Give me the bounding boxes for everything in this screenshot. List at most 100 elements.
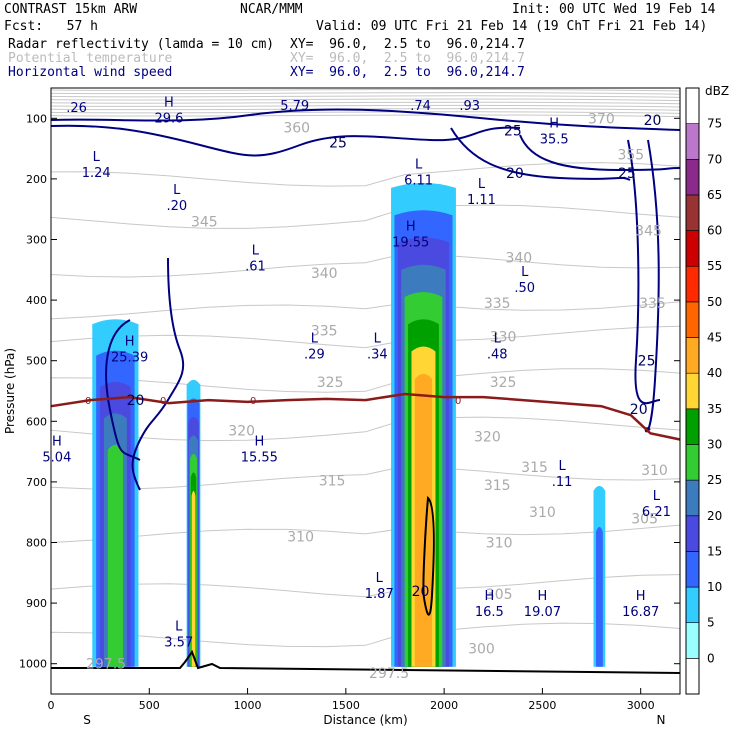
x-tick-label: 1000: [234, 699, 262, 712]
reflectivity-cell-2-band: [191, 490, 196, 667]
colorbar-swatch: [685, 551, 700, 588]
colorbar-swatch: [685, 194, 700, 231]
extremum-type: L: [311, 332, 319, 347]
colorbar-swatch: [685, 123, 700, 160]
colorbar-tick-label: 0: [707, 651, 715, 665]
y-tick-label: 600: [26, 415, 47, 428]
wind-contour-label: 20: [644, 113, 662, 129]
theta-contour-label: 310: [641, 463, 668, 479]
x-axis-title: Distance (km): [323, 713, 407, 727]
theta-contour-label: 297.5: [369, 666, 409, 682]
extremum-value: 6.21: [642, 505, 671, 520]
freezing-level-label: 0: [85, 396, 91, 407]
colorbar-tick-label: 55: [707, 259, 722, 273]
extremum-value: 35.5: [540, 132, 569, 147]
extremum-type: L: [494, 332, 502, 347]
theta-contour-label: 360: [283, 120, 310, 136]
theta-contour-label: 300: [468, 642, 495, 658]
wind-isotach: [50, 108, 681, 131]
wind-contour-label: 25: [618, 166, 636, 182]
colorbar-tick-label: 60: [707, 224, 722, 238]
extremum-value: .74: [410, 99, 431, 114]
colorbar-tick-label: 15: [707, 544, 722, 558]
extremum-type: L: [415, 158, 423, 173]
theta-contour-label: 325: [490, 375, 517, 391]
field-name-reflectivity: Radar reflectivity (lamda = 10 cm): [8, 37, 275, 52]
y-tick-label: 200: [26, 173, 47, 186]
wind-isotach: [105, 319, 141, 461]
org-label: NCAR/MMM: [240, 2, 303, 17]
theta-contour-label: 330: [490, 329, 517, 345]
theta-contour: [50, 301, 681, 331]
y-tick-label: 900: [26, 597, 47, 610]
x-tick-label: 0: [48, 699, 55, 712]
extremum-type: L: [374, 332, 382, 347]
extremum-type: L: [521, 265, 529, 280]
theta-contour-label: 297.5: [86, 657, 126, 673]
colorbar-swatch: [685, 408, 700, 445]
theta-contour-label: 310: [287, 529, 314, 545]
colorbar-tick-label: 5: [707, 616, 715, 630]
x-end-label-left: S: [83, 713, 91, 727]
reflectivity-cell-3-band: [414, 373, 433, 667]
x-tick-label: 2000: [430, 699, 458, 712]
extremum-value: .48: [487, 348, 508, 363]
extremum-type: L: [653, 489, 661, 504]
extremum-value: 25.39: [111, 351, 148, 366]
wind-isotach: [450, 127, 631, 181]
theta-contour-label: 325: [317, 375, 344, 391]
extremum-value: .29: [304, 348, 325, 363]
colorbar-tick-label: 50: [707, 295, 722, 309]
colorbar-swatch: [685, 372, 700, 410]
colorbar-swatch: [685, 515, 700, 552]
extremum-value: 15.55: [241, 451, 278, 466]
theta-contour-label: 310: [486, 536, 513, 552]
colorbar-swatch: [685, 337, 700, 374]
colorbar-swatch: [685, 265, 700, 303]
field-xy-reflectivity: XY= 96.0, 2.5 to 96.0,214.7: [290, 37, 525, 52]
theta-contour: [50, 204, 681, 240]
extremum-value: .26: [66, 101, 87, 116]
freezing-level-label: 0: [250, 396, 256, 407]
extremum-value: 5.04: [42, 451, 71, 466]
extremum-type: H: [254, 435, 264, 450]
model-title: CONTRAST 15km ARW: [4, 2, 138, 17]
theta-contour-label: 345: [191, 214, 218, 230]
wind-contour-label: 25: [638, 354, 656, 370]
extremum-value: 29.6: [154, 111, 183, 126]
extremum-type: H: [636, 589, 646, 604]
extremum-type: H: [538, 589, 548, 604]
theta-contour-label: 355: [617, 148, 644, 164]
colorbar-swatch: [685, 479, 700, 517]
y-tick-label: 700: [26, 476, 47, 489]
theta-contour-label: 345: [635, 223, 662, 239]
freezing-level-line: [50, 392, 681, 441]
y-tick-label: 400: [26, 294, 47, 307]
extremum-type: H: [484, 589, 494, 604]
field-xy-theta: XY= 96.0, 2.5 to 96.0,214.7: [290, 51, 525, 66]
extremum-value: 3.57: [164, 635, 193, 650]
wind-contour-label: 25: [504, 123, 522, 139]
extremum-value: 19.07: [524, 605, 561, 620]
colorbar-tick-label: 20: [707, 509, 722, 523]
extremum-value: .50: [514, 281, 535, 296]
x-tick-label: 2500: [528, 699, 556, 712]
wind-isotach: [519, 134, 681, 172]
wind-isotach: [131, 257, 185, 491]
y-axis-title: Pressure (hPa): [3, 348, 17, 434]
theta-contour: [50, 162, 681, 198]
field-name-wind: Horizontal wind speed: [8, 65, 173, 80]
colorbar-tick-label: 35: [707, 402, 722, 416]
colorbar-tick-label: 40: [707, 366, 722, 380]
y-tick-label: 100: [26, 112, 47, 125]
x-tick-label: 1500: [332, 699, 360, 712]
wind-contour-label: 20: [127, 393, 145, 409]
colorbar-tick-label: 25: [707, 473, 722, 487]
extremum-value: 1.87: [365, 587, 394, 602]
extremum-type: H: [406, 220, 416, 235]
colorbar-swatch: [685, 230, 700, 267]
colorbar-swatch: [685, 87, 700, 124]
colorbar-tick-label: 45: [707, 331, 722, 345]
valid-time: Valid: 09 UTC Fri 21 Feb 14 (19 ChT Fri …: [316, 19, 708, 34]
colorbar-swatch: [685, 586, 700, 624]
